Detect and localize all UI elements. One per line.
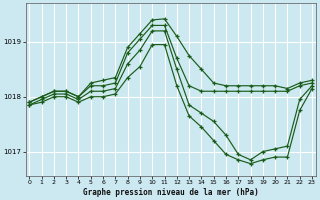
X-axis label: Graphe pression niveau de la mer (hPa): Graphe pression niveau de la mer (hPa) xyxy=(83,188,259,197)
